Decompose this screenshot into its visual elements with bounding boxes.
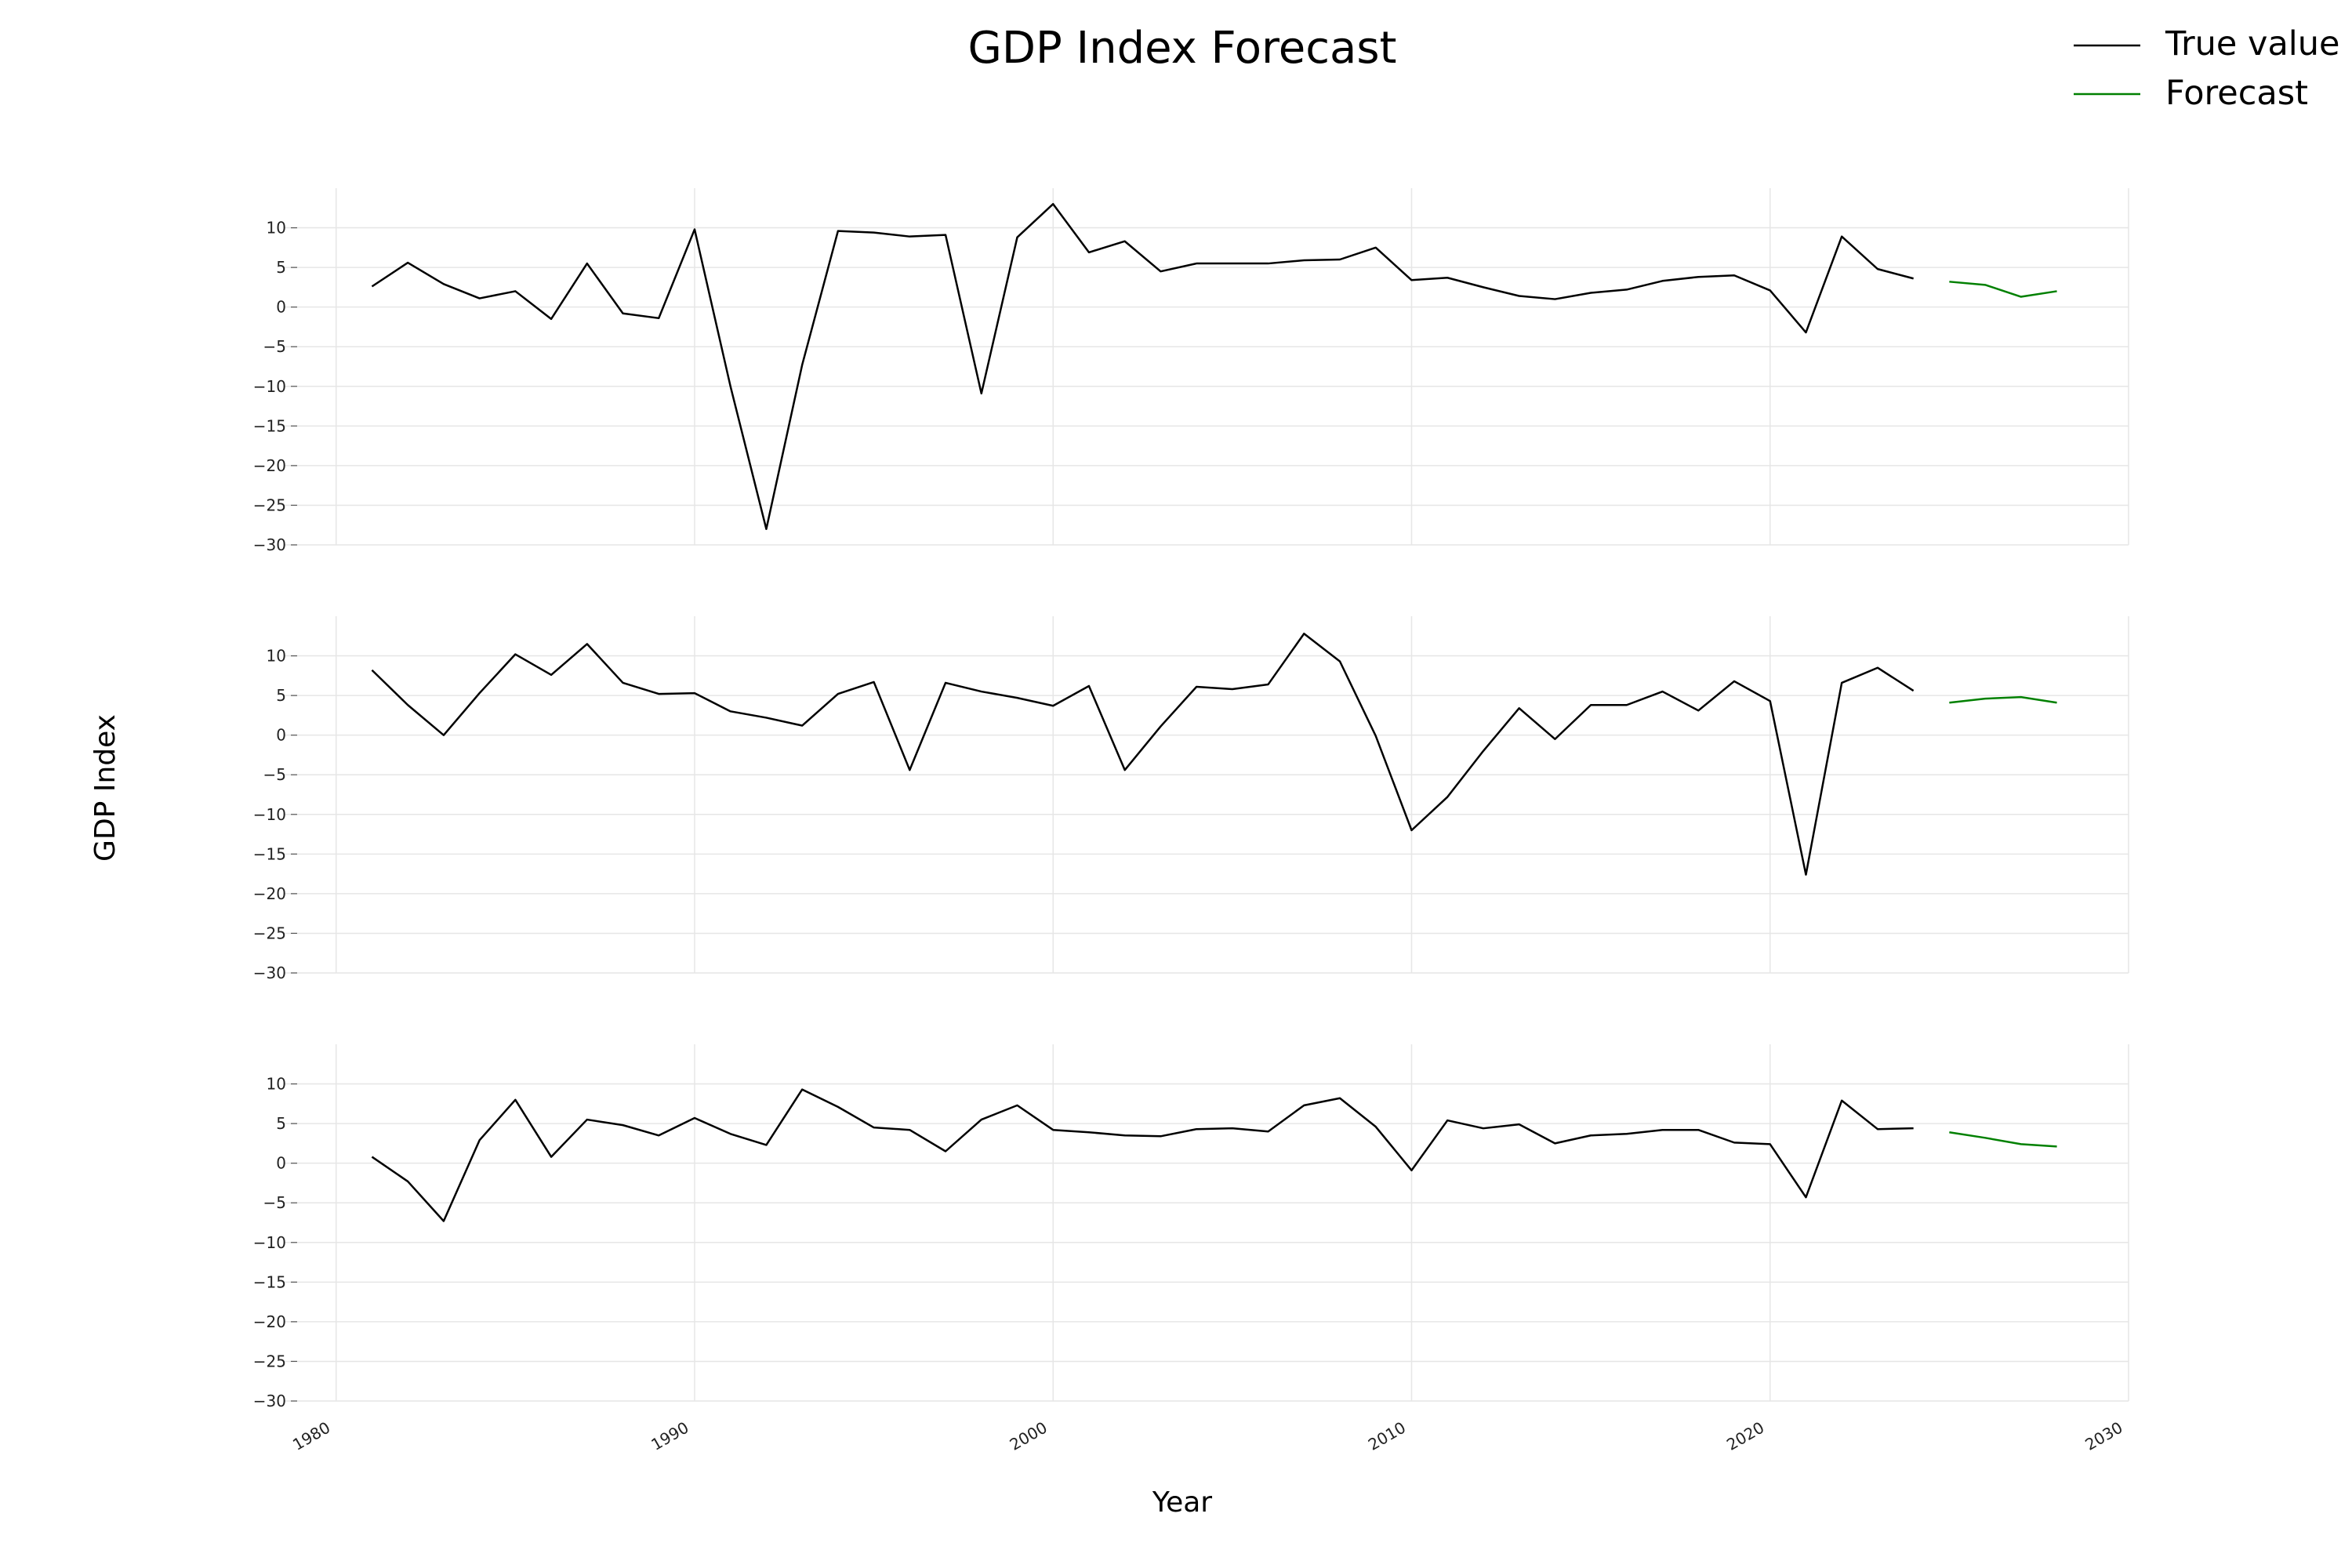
x-tick-label: 2020: [1723, 1418, 1767, 1454]
y-tick-label: −30: [253, 535, 286, 554]
y-tick-label: 0: [276, 1154, 286, 1173]
series-forecast: [1949, 695, 2057, 704]
panel-1: 10 5 0 −5 −10 −15 −20 −25 −30: [253, 188, 2129, 554]
panel-2: 10 5 0 −5 −10 −15 −20 −25 −30: [253, 616, 2129, 982]
legend-label-forecast: Forecast: [2165, 74, 2308, 113]
y-tick-label: 10: [267, 219, 286, 238]
series-forecast: [1949, 281, 2057, 298]
chart-title: GDP Index Forecast: [967, 23, 1396, 74]
x-tick-label: 1990: [648, 1418, 691, 1454]
y-tick-label: −10: [253, 377, 286, 396]
panels: 10 5 0 −5 −10 −15 −20 −25 −30 10 5 0 −5 −10 −15 −20 −25 −…: [253, 188, 2129, 1454]
y-axis-label: GDP Index: [89, 714, 122, 862]
y-tick-label: 5: [276, 686, 286, 705]
y-tick-label: −5: [263, 337, 286, 356]
y-tick-label: −30: [253, 964, 286, 982]
x-tick-label: 1980: [289, 1418, 333, 1454]
y-tick-label: −20: [253, 456, 286, 475]
series-line-true-value: [371, 1088, 1914, 1222]
x-tick-label: 2030: [2082, 1418, 2125, 1454]
legend-label-true-value: True value: [2165, 24, 2339, 64]
y-tick-label: −25: [253, 495, 286, 514]
series-line-forecast: [1949, 695, 2057, 704]
y-tick-label: −5: [263, 765, 286, 784]
y-tick-label: 5: [276, 1114, 286, 1133]
y-tick-label: −10: [253, 805, 286, 824]
y-tick-label: −20: [253, 1312, 286, 1331]
legend: True value Forecast: [2074, 24, 2339, 113]
series-line-true-value: [371, 632, 1915, 876]
x-axis-label: Year: [1152, 1486, 1212, 1519]
y-tick-label: −15: [253, 416, 286, 435]
y-tick-label: −20: [253, 884, 286, 903]
y-tick-label: −5: [263, 1193, 286, 1212]
y-tick-label: −25: [253, 924, 286, 942]
y-tick-label: −25: [253, 1352, 286, 1370]
y-tick-label: −15: [253, 1272, 286, 1291]
series-true-value: [371, 202, 1914, 531]
y-tick-label: −15: [253, 844, 286, 863]
series-true-value: [371, 632, 1915, 876]
series-true-value: [371, 1088, 1914, 1222]
y-tick-label: −30: [253, 1392, 286, 1410]
y-tick-label: 0: [276, 298, 286, 317]
y-tick-label: 5: [276, 258, 286, 277]
series-line-true-value: [371, 202, 1914, 531]
x-tick-label: 2010: [1365, 1418, 1409, 1454]
series-line-forecast: [1949, 281, 2057, 298]
series-forecast: [1949, 1131, 2057, 1148]
series-line-forecast: [1949, 1131, 2057, 1148]
y-tick-label: 10: [267, 647, 286, 666]
y-tick-label: 0: [276, 726, 286, 745]
x-tick-label: 2000: [1007, 1418, 1051, 1454]
y-tick-label: 10: [267, 1075, 286, 1094]
y-tick-label: −10: [253, 1233, 286, 1252]
